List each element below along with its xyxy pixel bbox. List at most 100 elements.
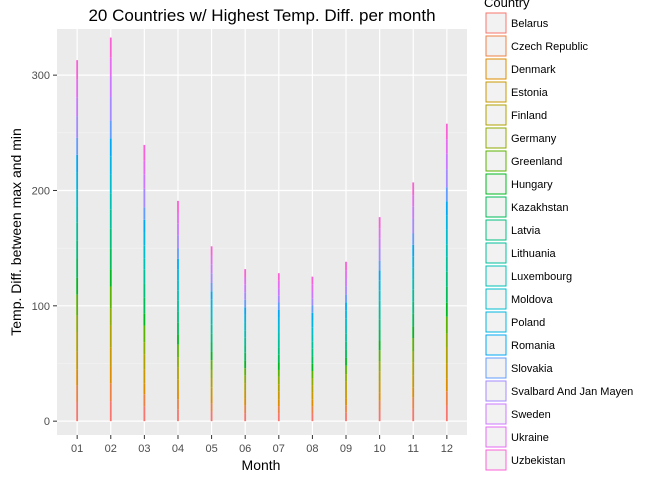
bar-segment bbox=[244, 337, 247, 346]
bar-segment bbox=[244, 383, 247, 391]
bar-segment bbox=[177, 379, 179, 391]
legend-item: Uzbekistan bbox=[485, 449, 565, 471]
bar-segment bbox=[76, 189, 79, 207]
bar-segment bbox=[277, 273, 280, 281]
bar-segment bbox=[210, 308, 213, 318]
bar-segment bbox=[109, 76, 112, 98]
bar-segment bbox=[345, 318, 347, 327]
bar-segment bbox=[109, 156, 112, 175]
bar-segment bbox=[311, 291, 314, 299]
bar-segment bbox=[76, 206, 79, 223]
bar-segment bbox=[445, 187, 448, 202]
bar-segment bbox=[177, 269, 179, 281]
legend-item: Belarus bbox=[485, 12, 549, 34]
bar-segment bbox=[345, 405, 347, 413]
bar-segment bbox=[412, 313, 415, 327]
y-tick-label: 0 bbox=[44, 416, 50, 428]
bar-segment bbox=[244, 330, 247, 338]
bar-segment bbox=[277, 354, 280, 363]
bar-segment bbox=[277, 302, 280, 310]
bar-segment bbox=[109, 401, 112, 422]
y-axis-title: Temp. Diff. between max and min bbox=[8, 128, 24, 336]
bar-segment bbox=[177, 409, 179, 422]
legend-label: Uzbekistan bbox=[511, 455, 565, 467]
bar-segment bbox=[345, 333, 347, 342]
x-tick-label: 11 bbox=[408, 443, 419, 455]
legend: Belarus Czech Republic Denmark Estonia Finla… bbox=[485, 12, 633, 471]
bar-segment bbox=[311, 327, 314, 335]
bar-segment bbox=[244, 405, 247, 414]
bar-segment bbox=[277, 399, 280, 407]
legend-key bbox=[485, 58, 507, 80]
bar-segment bbox=[210, 291, 213, 300]
bar-segment bbox=[445, 201, 448, 216]
bar-segment bbox=[345, 302, 347, 311]
bar-segment bbox=[244, 284, 247, 293]
bar-segment bbox=[177, 200, 179, 213]
bar-segment bbox=[445, 139, 448, 154]
bar-segment bbox=[244, 360, 247, 369]
bar-segment bbox=[109, 308, 112, 326]
bar-segment bbox=[311, 385, 314, 393]
bar-segment bbox=[277, 376, 280, 385]
bar-segment bbox=[311, 413, 314, 422]
bar-segment bbox=[76, 385, 79, 403]
bar-segment bbox=[445, 123, 448, 140]
x-tick-label: 09 bbox=[340, 443, 352, 455]
plot-panel bbox=[57, 29, 467, 435]
bar-segment bbox=[177, 235, 179, 249]
bar-segment bbox=[109, 248, 112, 270]
bar-segment bbox=[244, 368, 247, 376]
bar-segment bbox=[345, 326, 347, 334]
bar-segment bbox=[378, 217, 381, 229]
bar-segment bbox=[244, 269, 247, 277]
bar-segment bbox=[76, 315, 79, 333]
bar-segment bbox=[177, 399, 179, 410]
bar-segment bbox=[177, 300, 179, 312]
bar-segment bbox=[143, 219, 146, 233]
bar-segment bbox=[76, 116, 79, 138]
legend-key bbox=[485, 81, 507, 103]
bar-segment bbox=[445, 271, 448, 287]
bar-segment bbox=[143, 383, 146, 395]
bar-segment bbox=[445, 244, 448, 257]
legend-label: Moldova bbox=[511, 294, 553, 306]
bar-segment bbox=[311, 305, 314, 313]
x-tick-label: 07 bbox=[273, 443, 285, 455]
bar-segment bbox=[378, 228, 381, 239]
bar-segment bbox=[412, 289, 415, 302]
bar-segment bbox=[177, 290, 179, 301]
bar-segment bbox=[412, 267, 415, 280]
bar-segment bbox=[109, 286, 112, 309]
bar-segment bbox=[378, 381, 381, 393]
bar-segment bbox=[412, 233, 415, 245]
legend-label: Belarus bbox=[511, 18, 549, 30]
bar-segment bbox=[412, 218, 415, 234]
bar-segment bbox=[244, 345, 247, 353]
legend-item: Romania bbox=[485, 334, 556, 356]
bar-segment bbox=[177, 258, 179, 270]
bar-segment bbox=[345, 286, 347, 295]
legend-item: Latvia bbox=[485, 219, 541, 241]
bar-segment bbox=[412, 195, 415, 207]
bar-segment bbox=[378, 371, 381, 382]
bar-segment bbox=[445, 333, 448, 348]
legend-item: Finland bbox=[485, 104, 547, 126]
bar-segment bbox=[378, 350, 381, 362]
legend-label: Finland bbox=[511, 110, 547, 122]
bar-segment bbox=[109, 347, 112, 367]
legend-key bbox=[485, 12, 507, 34]
bar-segment bbox=[412, 206, 415, 219]
legend-label: Czech Republic bbox=[511, 41, 589, 53]
bar-segment bbox=[277, 324, 280, 333]
bar-segment bbox=[445, 302, 448, 317]
bar-segment bbox=[76, 222, 79, 241]
bar-segment bbox=[210, 411, 213, 422]
bar-segment bbox=[76, 351, 79, 370]
bar-segment bbox=[143, 160, 146, 175]
legend-label: Luxembourg bbox=[511, 271, 572, 283]
y-tick-label: 300 bbox=[32, 70, 50, 82]
bar-segment bbox=[143, 174, 146, 189]
bar-segment bbox=[143, 258, 146, 270]
bar-segment bbox=[345, 349, 347, 358]
